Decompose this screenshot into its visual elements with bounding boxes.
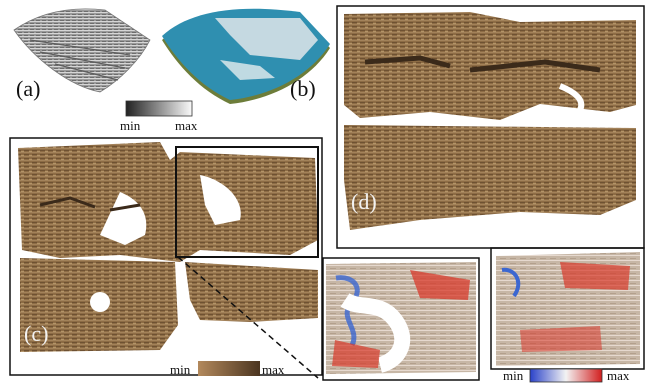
panel-d-papyrus [344,12,636,230]
bluered-colorbar-max: max [607,368,630,383]
panel-b-label: (b) [290,76,316,101]
panel-c-frame [9,137,323,376]
brown-colorbar-min: min [170,362,191,377]
gray-colorbar-min: min [120,118,141,133]
heat-panel-zoom-frame [322,257,480,381]
bluered-colorbar-min: min [503,368,524,383]
zoom-connector-line [177,256,319,379]
panel-d-label: (d) [351,189,377,214]
panel-c-label: (c) [24,321,49,346]
gray-colorbar-max: max [175,118,198,133]
panel-b-render [162,8,330,104]
heat-panel-zoom [326,262,476,374]
zoom-region-box [175,146,319,258]
panel-c-papyrus [18,142,318,352]
panel-a-label: (a) [16,76,41,101]
gray-colorbar [125,100,193,117]
heat-panel-full [496,252,640,366]
panel-a-render [13,8,151,93]
brown-colorbar [198,361,260,376]
bluered-colorbar [529,368,603,383]
brown-colorbar-max: max [262,362,285,377]
